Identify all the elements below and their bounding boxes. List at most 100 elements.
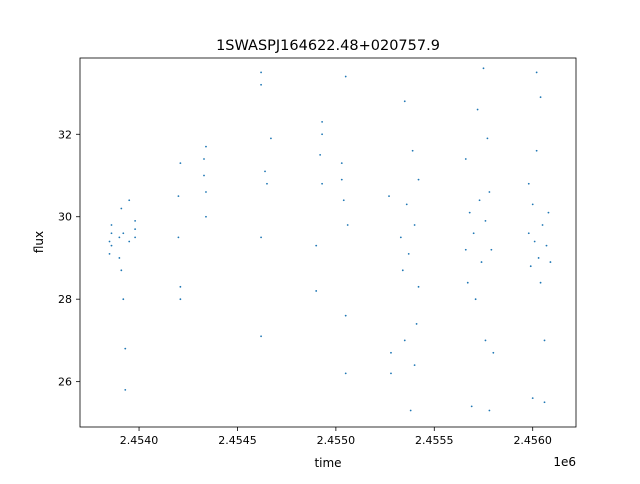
data-point xyxy=(179,162,182,165)
data-point xyxy=(539,281,542,284)
data-point xyxy=(531,203,534,206)
y-tick-label: 30 xyxy=(58,211,72,224)
data-point xyxy=(545,244,548,247)
data-point xyxy=(547,211,550,214)
data-point xyxy=(409,409,412,412)
data-point xyxy=(205,191,207,193)
data-point xyxy=(344,314,347,317)
data-point xyxy=(260,71,262,74)
plot-area-frame xyxy=(79,57,577,428)
data-point xyxy=(537,257,540,259)
data-point xyxy=(134,228,137,231)
data-point xyxy=(413,364,416,367)
data-point xyxy=(319,153,322,156)
data-point xyxy=(128,240,131,243)
data-point xyxy=(205,145,207,148)
data-point xyxy=(390,351,392,354)
y-axis-label: flux xyxy=(32,231,46,253)
data-point xyxy=(110,224,113,226)
data-point xyxy=(108,252,111,255)
data-point xyxy=(128,199,131,202)
data-point xyxy=(472,232,475,235)
data-point xyxy=(346,224,349,226)
data-point xyxy=(321,133,323,136)
x-axis-offset-label: 1e6 xyxy=(553,455,576,469)
data-point xyxy=(340,162,343,165)
data-point xyxy=(122,232,125,235)
data-point xyxy=(529,265,532,268)
y-axis-ticks: 26 28 30 32 xyxy=(58,128,80,389)
data-point xyxy=(118,257,121,259)
data-point xyxy=(179,285,182,288)
x-tick-label: 2.4550 xyxy=(317,434,356,447)
data-point xyxy=(417,178,420,181)
data-point xyxy=(484,219,487,222)
data-point xyxy=(405,203,408,206)
data-point xyxy=(480,261,483,263)
data-point xyxy=(543,401,546,404)
x-axis-label: time xyxy=(314,456,341,470)
data-point xyxy=(541,224,544,226)
data-point xyxy=(315,290,318,292)
data-point xyxy=(134,236,137,239)
data-point xyxy=(108,240,111,243)
data-point xyxy=(344,75,347,78)
data-point xyxy=(403,339,406,342)
data-point xyxy=(417,285,420,288)
data-point xyxy=(488,409,491,412)
data-point xyxy=(527,182,530,185)
data-point xyxy=(478,199,481,202)
data-point xyxy=(388,195,390,198)
data-point xyxy=(468,211,471,214)
x-tick-label: 2.4560 xyxy=(513,434,552,447)
data-point xyxy=(124,347,127,350)
data-point xyxy=(344,372,347,375)
data-point xyxy=(315,244,318,247)
data-point xyxy=(120,207,123,210)
x-tick-label: 2.4540 xyxy=(120,434,159,447)
data-point xyxy=(203,158,205,160)
data-point xyxy=(266,182,268,185)
data-point xyxy=(543,339,546,342)
data-point xyxy=(203,174,205,177)
data-point xyxy=(321,182,323,185)
x-tick-label: 2.4555 xyxy=(415,434,454,447)
data-point xyxy=(205,215,207,218)
data-point xyxy=(464,158,467,160)
data-point xyxy=(413,224,416,226)
data-point xyxy=(486,137,489,140)
data-point xyxy=(411,149,414,152)
data-point xyxy=(270,137,272,140)
data-point xyxy=(470,405,473,408)
data-point xyxy=(179,298,182,301)
data-point xyxy=(340,178,343,181)
data-point xyxy=(464,248,467,251)
data-point xyxy=(401,269,404,272)
data-point xyxy=(474,298,477,301)
x-axis-ticks: 2.4540 2.4545 2.4550 2.4555 2.4560 xyxy=(120,427,552,447)
data-point xyxy=(415,323,418,325)
y-tick-label: 32 xyxy=(58,128,72,141)
data-point xyxy=(120,269,123,272)
data-point xyxy=(118,236,121,239)
chart-title: 1SWASPJ164622.48+020757.9 xyxy=(216,38,440,54)
data-point xyxy=(264,170,266,173)
data-point xyxy=(482,67,485,70)
data-point xyxy=(484,339,487,342)
data-point xyxy=(535,149,538,152)
data-point xyxy=(260,335,262,338)
data-point xyxy=(177,236,180,239)
data-point xyxy=(260,83,262,86)
data-point xyxy=(177,195,180,198)
data-point xyxy=(399,236,402,239)
data-point xyxy=(122,298,125,301)
y-tick-label: 28 xyxy=(58,293,72,306)
data-point xyxy=(549,261,552,263)
data-point xyxy=(490,248,493,251)
data-point xyxy=(531,397,534,400)
data-point xyxy=(466,281,469,284)
y-tick-label: 26 xyxy=(58,376,72,389)
data-point xyxy=(533,240,536,243)
